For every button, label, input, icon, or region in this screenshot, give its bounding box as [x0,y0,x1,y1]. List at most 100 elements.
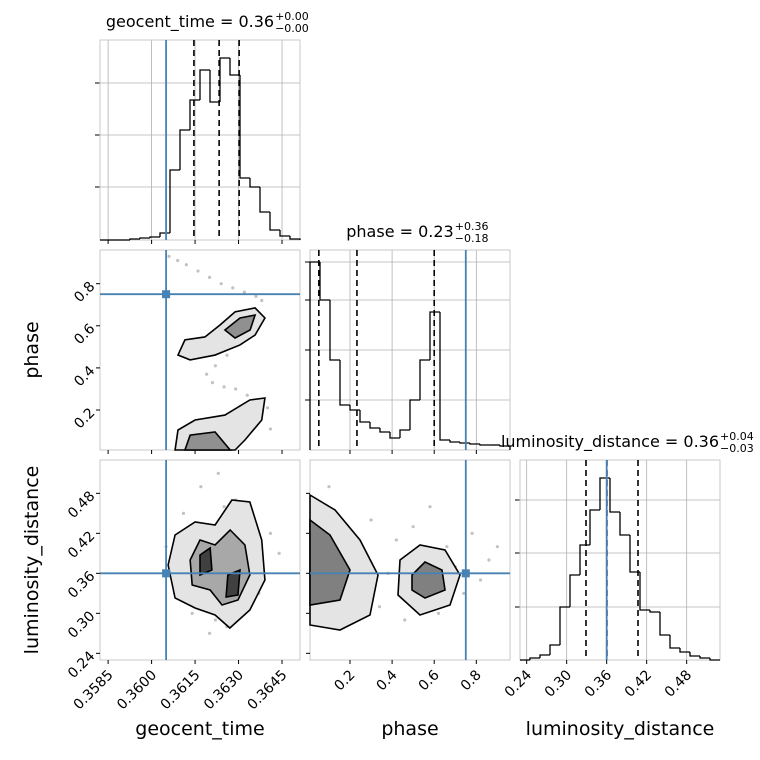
sample-point [478,578,483,582]
sample-point [167,254,171,258]
contour [309,518,351,606]
title-upper: +0.04 [720,430,754,443]
histogram-step [219,57,230,102]
histogram-step [449,440,460,443]
x-tick-label: 0.3630 [201,667,247,713]
sample-point [277,551,281,555]
histogram-step [189,99,200,130]
panel-title: phase = 0.23 [346,222,453,241]
histogram-step [229,58,240,76]
sample-point [213,364,217,368]
sample-point [327,485,331,489]
sample-point [245,393,249,397]
axes-frame [99,459,301,661]
sample-point [411,525,415,529]
sample-point [268,427,273,431]
sample-point [225,353,229,357]
panel-title: geocent_time = 0.36 [106,12,274,32]
sample-point [265,406,270,410]
contour [183,431,232,451]
histogram-step [209,70,220,103]
sample-point [210,381,215,385]
x-axis-label: geocent_time [135,718,264,740]
x-tick-label: 0.8 [458,667,485,694]
histogram-step [529,657,540,660]
x-tick-label: 0.30 [542,667,575,700]
sample-point [213,618,217,622]
sample-point [205,372,209,376]
sample-point [495,545,499,549]
x-tick-label: 0.2 [331,667,358,694]
x-tick-label: 0.3645 [245,667,291,713]
histogram-step [279,230,290,237]
x-tick-label: 0.48 [662,667,695,700]
histogram-step [319,262,330,301]
contour [223,314,257,339]
contour [199,546,213,577]
histogram-step [289,236,301,240]
y-axis-label: phase [21,321,43,378]
histogram-step [599,477,610,510]
sample-point [394,538,398,542]
histogram-step [609,478,620,513]
sample-point [369,518,373,522]
x-axis-label: phase [381,718,438,740]
histogram-step [709,658,720,661]
x-tick-label: 0.3615 [158,667,204,713]
title-lower: −0.00 [275,22,309,35]
sample-point [190,611,194,615]
x-axis-label: luminosity_distance [526,718,715,740]
sample-point [254,294,258,298]
y-tick-label: 0.48 [65,488,98,521]
x-tick-label: 0.36 [582,667,615,700]
histogram-step [349,405,360,411]
histogram-step [629,535,640,573]
histogram-step [389,432,400,439]
sample-point [199,485,203,489]
histogram-step [269,212,280,231]
histogram-step [199,69,210,100]
histogram-step [249,178,260,188]
x-tick-label: 0.4 [374,667,401,694]
sample-point [176,258,180,263]
sample-point [222,385,226,389]
histogram-step [399,429,410,438]
y-tick-label: 0.24 [65,648,98,681]
y-axis-label: luminosity_distance [21,466,43,655]
x-tick-label: 0.24 [502,667,535,700]
title-upper: +0.00 [275,10,309,23]
histogram-step [309,261,320,450]
histogram-step [679,648,690,653]
histogram-step [149,236,160,238]
histogram-step [549,644,560,655]
histogram-step [639,572,650,611]
histogram-step [339,360,350,406]
title-upper: +0.36 [455,220,489,233]
histogram-step [239,75,250,179]
sample-point [260,298,264,303]
histogram-step [499,445,511,450]
histogram-step [659,612,670,636]
sample-point [428,505,432,509]
y-tick-label: 0.4 [71,363,98,390]
title-lower: −0.18 [455,232,489,245]
sample-point [231,286,235,290]
histogram-step [429,311,440,360]
sample-point [207,631,212,635]
histogram-step [689,652,700,657]
x-tick-label: 0.42 [622,667,655,700]
sample-point [487,558,491,562]
y-tick-label: 0.6 [71,321,98,348]
y-tick-label: 0.30 [65,608,98,641]
histogram-step [589,509,600,545]
histogram-step [619,512,630,536]
histogram-step [129,238,140,240]
truth-marker [461,569,470,578]
histogram-step [649,610,660,613]
panel-title: luminosity_distance = 0.36 [501,432,719,452]
sample-point [207,275,212,279]
histogram-step [179,129,190,170]
histogram-step [669,635,680,649]
y-tick-label: 0.2 [71,405,98,432]
histogram-step [439,312,450,441]
